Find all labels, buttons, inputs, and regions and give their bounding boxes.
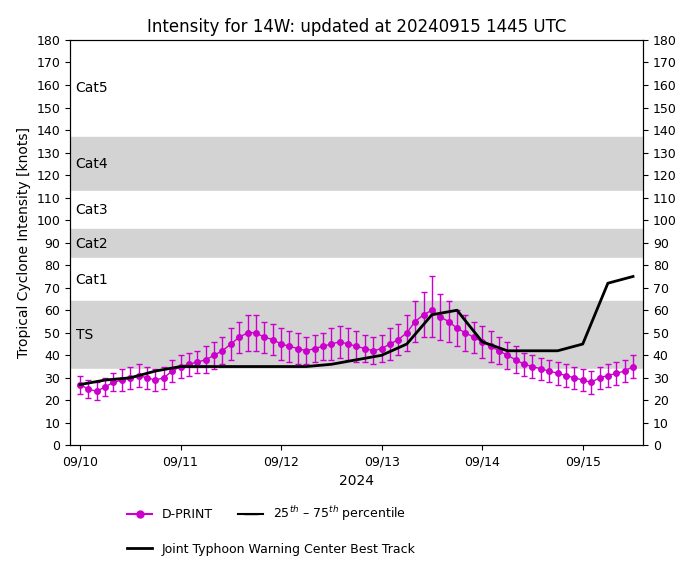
- Joint Typhoon Warning Center Best Track: [554, 347, 562, 354]
- Bar: [70, 229, 643, 259]
- Text: Cat3: Cat3: [75, 203, 108, 217]
- Text: Cat4: Cat4: [75, 157, 108, 171]
- Joint Typhoon Warning Center Best Track: [277, 363, 285, 370]
- Joint Typhoon Warning Center Best Track: [478, 339, 487, 345]
- Joint Typhoon Warning Center Best Track: [377, 352, 386, 359]
- Joint Typhoon Warning Center Best Track: [629, 273, 637, 280]
- Joint Typhoon Warning Center Best Track: [302, 363, 310, 370]
- Joint Typhoon Warning Center Best Track: [503, 347, 512, 354]
- Joint Typhoon Warning Center Best Track: [352, 356, 361, 363]
- Bar: [70, 191, 643, 229]
- Joint Typhoon Warning Center Best Track: [453, 307, 461, 313]
- Y-axis label: Tropical Cyclone Intensity [knots]: Tropical Cyclone Intensity [knots]: [17, 127, 31, 358]
- Bar: [70, 259, 643, 301]
- Joint Typhoon Warning Center Best Track: [101, 377, 109, 384]
- Title: Intensity for 14W: updated at 20240915 1445 UTC: Intensity for 14W: updated at 20240915 1…: [147, 18, 566, 35]
- Joint Typhoon Warning Center Best Track: [428, 311, 436, 318]
- Bar: [70, 137, 643, 191]
- Joint Typhoon Warning Center Best Track: [528, 347, 537, 354]
- Legend: Joint Typhoon Warning Center Best Track: Joint Typhoon Warning Center Best Track: [122, 538, 421, 561]
- Joint Typhoon Warning Center Best Track: [604, 280, 612, 287]
- Joint Typhoon Warning Center Best Track: [151, 368, 159, 375]
- Text: Cat1: Cat1: [75, 273, 108, 287]
- Joint Typhoon Warning Center Best Track: [403, 340, 411, 347]
- X-axis label: 2024: 2024: [339, 474, 374, 488]
- Text: TS: TS: [75, 328, 93, 342]
- Joint Typhoon Warning Center Best Track: [327, 361, 336, 368]
- Text: Cat5: Cat5: [75, 82, 108, 95]
- Text: Cat2: Cat2: [75, 237, 108, 251]
- Line: Joint Typhoon Warning Center Best Track: Joint Typhoon Warning Center Best Track: [80, 276, 633, 385]
- Joint Typhoon Warning Center Best Track: [201, 363, 210, 370]
- Bar: [70, 40, 643, 137]
- Joint Typhoon Warning Center Best Track: [226, 363, 235, 370]
- Bar: [70, 369, 643, 445]
- Joint Typhoon Warning Center Best Track: [176, 363, 185, 370]
- Joint Typhoon Warning Center Best Track: [75, 381, 84, 388]
- Joint Typhoon Warning Center Best Track: [126, 375, 134, 381]
- Bar: [70, 301, 643, 369]
- Joint Typhoon Warning Center Best Track: [252, 363, 260, 370]
- Joint Typhoon Warning Center Best Track: [579, 340, 587, 347]
